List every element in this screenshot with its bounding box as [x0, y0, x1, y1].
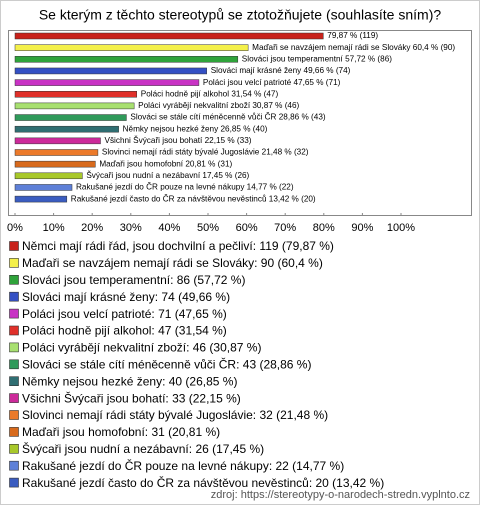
- bar: [14, 172, 83, 180]
- bar-label: Maďaři jsou homofobní 20,81 % (31): [99, 159, 232, 168]
- bar-label: Poláci jsou velcí patrioté 47,65 % (71): [203, 78, 341, 87]
- legend-swatch: [9, 410, 19, 420]
- legend-label: Všichni Švýcaři jsou bohatí: 33 (22,15 %…: [22, 390, 241, 405]
- bar: [14, 56, 239, 63]
- bar-label-bg: [209, 66, 352, 76]
- bar: [14, 160, 96, 168]
- x-tick-label: 40%: [158, 222, 180, 234]
- legend-label: Němky nejsou hezké ženy: 40 (26,85 %): [22, 374, 237, 388]
- bar-label-bg: [201, 77, 342, 87]
- bar-label: Švýcaři jsou nudní a nezábavní 17,45 % (…: [86, 170, 249, 180]
- x-tick-label: 80%: [313, 222, 335, 234]
- bar-label-bg: [326, 31, 380, 41]
- bar-label-bg: [98, 159, 234, 169]
- bar: [14, 91, 137, 98]
- x-tick-label: 10%: [43, 222, 65, 234]
- legend-label: Poláci hodně pijí alkohol: 47 (31,54 %): [22, 324, 227, 338]
- legend-label: Slováci se stále cítí méněcenně vůči ČR:…: [22, 356, 311, 371]
- source: zdroj: https://stereotypy-o-narodech-str…: [211, 489, 470, 501]
- legend-swatch: [9, 393, 19, 403]
- bar-label-bg: [121, 124, 269, 134]
- x-tick-label: 0%: [7, 222, 23, 234]
- legend-label: Poláci jsou velcí patrioté: 71 (47,65 %): [22, 307, 227, 321]
- bar: [14, 67, 207, 75]
- bar-label-bg: [137, 101, 301, 111]
- legend-label: Maďaři se navzájem nemají rádi se Slovák…: [22, 256, 323, 270]
- legend-swatch: [9, 376, 19, 387]
- bar-label: Slováci mají krásné ženy 49,66 % (74): [211, 66, 351, 75]
- legend-swatch: [9, 291, 19, 302]
- legend-swatch: [9, 308, 19, 319]
- legend-label: Poláci vyrábějí nekvalitní zboží: 46 (30…: [22, 341, 261, 355]
- bar: [14, 32, 324, 40]
- bar-label: 79,87 % (119): [327, 31, 378, 40]
- x-tick-label: 90%: [351, 222, 373, 234]
- legend-swatch: [9, 460, 19, 471]
- bar-label: Slováci se stále cítí méněcenně vůči ČR …: [130, 112, 326, 122]
- x-tick-label: 30%: [120, 222, 142, 234]
- bar-label-bg: [75, 181, 295, 192]
- bar-label: Němky nejsou hezké ženy 26,85 % (40): [123, 124, 268, 133]
- bar: [14, 125, 119, 133]
- bar: [14, 137, 101, 145]
- x-tick-label: 20%: [81, 222, 103, 234]
- bar: [14, 114, 127, 121]
- legend-label: Slovinci nemají rádi státy bývalé Jugosl…: [22, 408, 328, 422]
- legend-swatch: [9, 258, 19, 268]
- bar-label: Slovinci nemají rádi státy bývalé Jugosl…: [102, 148, 309, 157]
- bar-label: Slováci jsou temperamentní 57,72 % (86): [242, 54, 392, 63]
- bar: [14, 44, 249, 51]
- bar-label-bg: [85, 169, 251, 180]
- bar: [14, 195, 68, 203]
- legend-swatch: [9, 274, 19, 285]
- bar-label: Poláci vyrábějí nekvalitní zboží 30,87 %…: [138, 101, 299, 110]
- bar-label: Rakušané jezdí do ČR pouze na levné náku…: [76, 182, 294, 192]
- x-tick-label: 50%: [197, 222, 219, 234]
- bar-label: Všichni Švýcaři jsou bohatí 22,15 % (33): [104, 135, 251, 145]
- bar-label-bg: [129, 111, 327, 122]
- legend-swatch: [9, 241, 19, 251]
- bar-label-bg: [103, 135, 253, 146]
- bar-label: Poláci hodně pijí alkohol 31,54 % (47): [141, 89, 279, 98]
- bar: [14, 79, 200, 86]
- bar-label-bg: [139, 89, 280, 99]
- bar-label-bg: [69, 193, 317, 204]
- legend-label: Němci mají rádi řád, jsou dochvilní a pe…: [22, 239, 334, 253]
- legend-label: Rakušané jezdí do ČR pouze na levné náku…: [22, 458, 344, 473]
- legend-label: Rakušané jezdí často do ČR za návštěvou …: [22, 475, 384, 490]
- bar-label-bg: [251, 42, 457, 52]
- legend-swatch: [9, 342, 19, 353]
- legend-swatch: [9, 325, 19, 336]
- bar: [14, 149, 99, 156]
- bar-label: Maďaři se navzájem nemají rádi se Slovák…: [252, 43, 455, 52]
- x-tick-label: 100%: [387, 222, 415, 234]
- bar-label-bg: [240, 54, 394, 64]
- legend-label: Slováci jsou temperamentní: 86 (57,72 %): [22, 273, 245, 287]
- legend-label: Švýcaři jsou nudní a nezábavní: 26 (17,4…: [22, 441, 264, 456]
- bar: [14, 184, 73, 191]
- legend-label: Slováci mají krásné ženy: 74 (49,66 %): [22, 290, 230, 304]
- x-tick-label: 60%: [236, 222, 258, 234]
- x-tick-label: 70%: [274, 222, 296, 234]
- legend-swatch: [9, 359, 19, 370]
- bar: [14, 102, 135, 110]
- bar-label: Rakušané jezdí často do ČR za návštěvou …: [71, 193, 316, 203]
- legend-swatch: [9, 427, 19, 437]
- legend-swatch: [9, 443, 19, 454]
- chart-title: Se kterým z těchto stereotypů se ztotožň…: [39, 7, 442, 23]
- legend-label: Maďaři jsou homofobní: 31 (20,81 %): [22, 425, 220, 439]
- legend-swatch: [9, 477, 19, 488]
- bar-label-bg: [100, 147, 310, 157]
